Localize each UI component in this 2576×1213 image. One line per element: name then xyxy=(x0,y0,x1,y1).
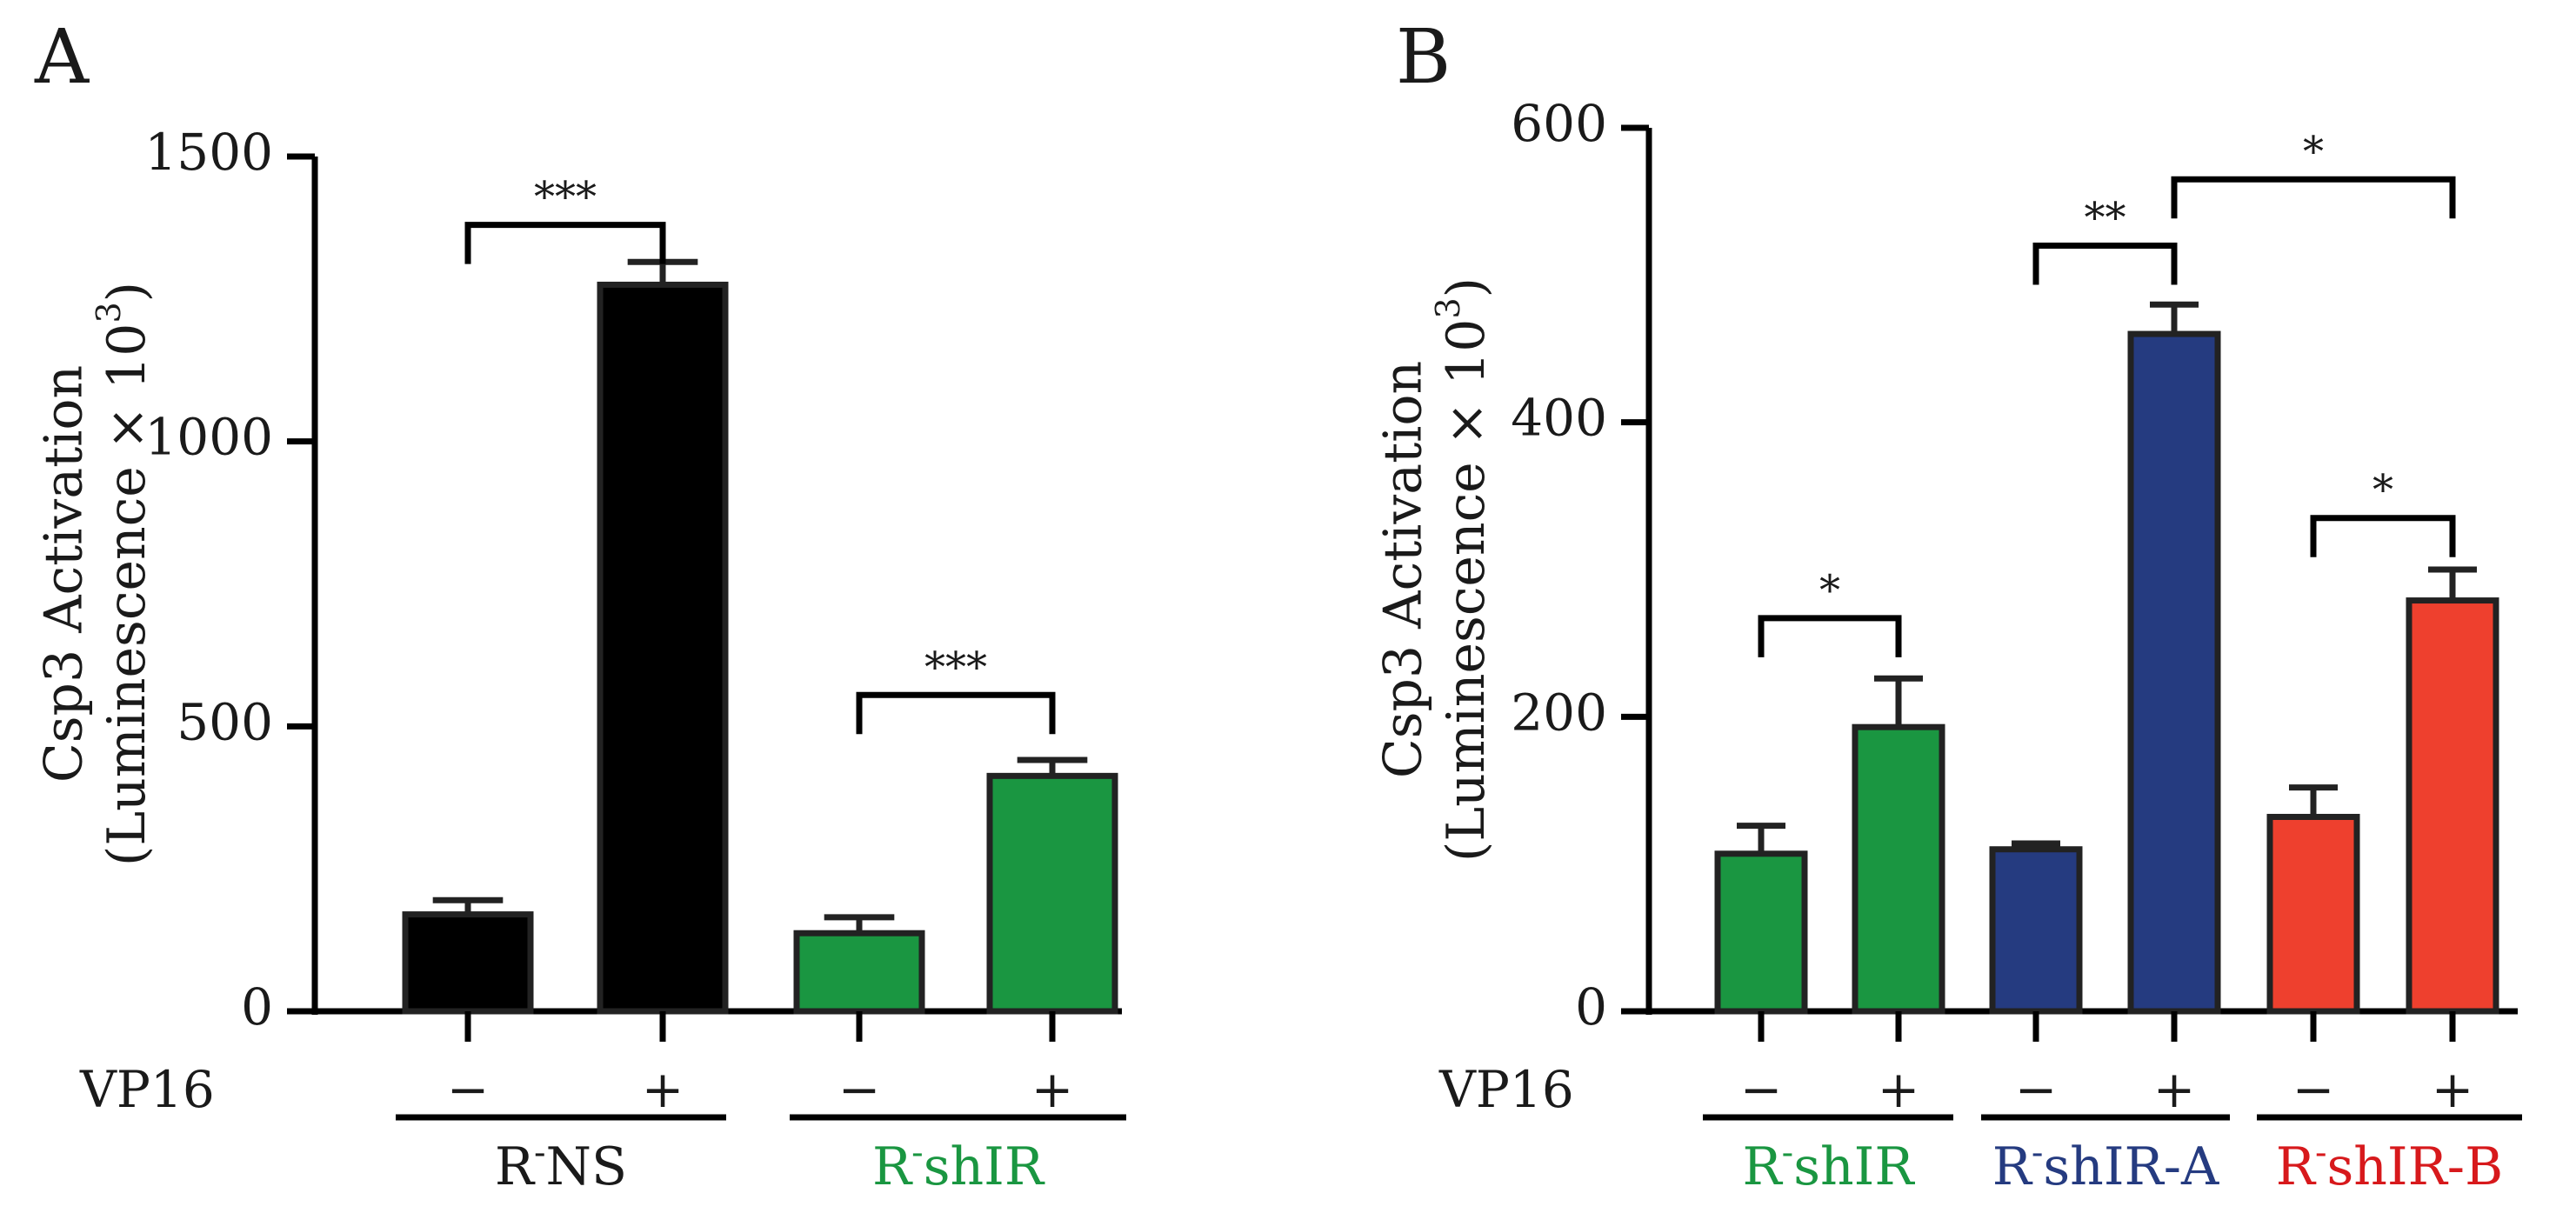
significance-bracket xyxy=(464,222,666,264)
bar xyxy=(2127,330,2221,1015)
significance-label: * xyxy=(2303,127,2324,176)
significance-bracket xyxy=(1758,615,1902,657)
y-tick-label: 500 xyxy=(177,692,273,751)
y-tick-label: 0 xyxy=(241,977,273,1036)
y-axis-title: Csp3 Activation xyxy=(34,365,95,783)
group-label: R-NS xyxy=(495,1133,627,1197)
group-label: R-shIR-A xyxy=(1992,1133,2219,1197)
significance-label: * xyxy=(1819,566,1840,615)
vp16-sign: − xyxy=(1740,1060,1783,1119)
significance-label: ** xyxy=(2085,193,2126,242)
vp16-sign: − xyxy=(447,1060,490,1119)
panel-b: B Csp3 Activation (Luminescence × 103) 0 200… xyxy=(1373,14,2522,1197)
significance-bracket xyxy=(856,691,1056,735)
vp16-sign: − xyxy=(838,1060,881,1119)
bar xyxy=(1989,846,2083,1015)
y-tick-label: 0 xyxy=(1575,977,1607,1036)
significance-label: *** xyxy=(924,643,987,691)
vp16-sign: + xyxy=(2432,1060,2474,1119)
panel-letter-a: A xyxy=(34,14,90,101)
treatment-label: VP16 xyxy=(1438,1060,1574,1119)
significance-bracket xyxy=(2310,515,2456,557)
y-axis-title-units: (Luminescence × 103) xyxy=(90,282,157,866)
bar xyxy=(986,772,1118,1015)
significance-label: * xyxy=(2372,466,2393,515)
group-label: R-shIR-B xyxy=(2276,1133,2503,1197)
treatment-label: VP16 xyxy=(79,1060,215,1119)
y-tick-label: 400 xyxy=(1511,389,1607,448)
significance-bracket xyxy=(2032,242,2178,285)
bar xyxy=(1714,850,1808,1015)
bar xyxy=(1852,723,1945,1015)
panel-letter-b: B xyxy=(1396,14,1451,101)
panel-a: A Csp3 Activation (Luminescence × 103) 0 500… xyxy=(34,14,1126,1197)
vp16-sign: + xyxy=(642,1060,684,1119)
bar xyxy=(793,930,925,1015)
vp16-sign: − xyxy=(2292,1060,2335,1119)
vp16-sign: + xyxy=(1031,1060,1074,1119)
y-tick-label: 1500 xyxy=(144,123,273,182)
y-tick-label: 600 xyxy=(1511,94,1607,153)
y-axis-title-units: (Luminescence × 103) xyxy=(1429,277,1497,862)
group-label: R-shIR xyxy=(872,1133,1045,1197)
y-tick-label: 1000 xyxy=(144,408,273,467)
significance-bracket xyxy=(2171,176,2456,219)
vp16-sign: + xyxy=(1878,1060,1920,1119)
bar xyxy=(402,911,534,1015)
bar xyxy=(597,281,729,1015)
y-tick-label: 200 xyxy=(1511,683,1607,742)
vp16-sign: − xyxy=(2015,1060,2058,1119)
vp16-sign: + xyxy=(2153,1060,2196,1119)
y-axis-title: Csp3 Activation xyxy=(1373,361,1434,778)
bar xyxy=(2406,597,2499,1015)
group-label: R-shIR xyxy=(1742,1133,1915,1197)
bar xyxy=(2266,813,2360,1015)
significance-label: *** xyxy=(534,173,597,222)
